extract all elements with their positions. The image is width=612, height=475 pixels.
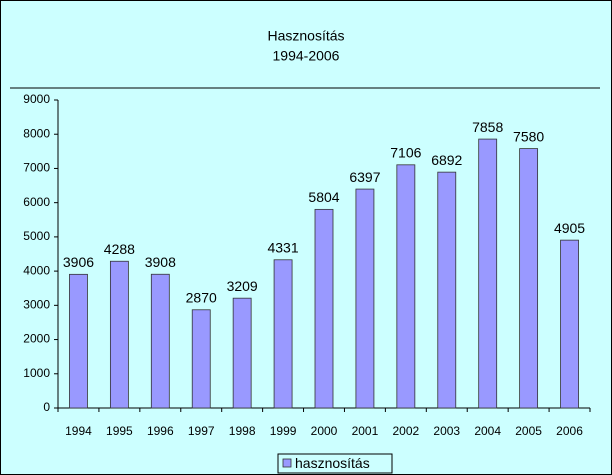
x-tick-label: 1999 [270,424,297,438]
y-tick-label: 5000 [23,229,50,243]
bar [69,273,88,409]
bar [396,164,416,409]
legend-label: hasznosítás [295,455,370,471]
x-tick-label: 2001 [352,424,379,438]
data-label: 5804 [308,189,339,205]
bar [355,188,375,409]
data-label: 3906 [63,254,94,270]
x-tick-label: 1998 [229,424,256,438]
y-tick-label: 6000 [23,195,50,209]
data-label: 7580 [513,128,544,144]
y-tick-label: 4000 [23,263,50,277]
data-label: 7106 [390,145,421,161]
bar [519,148,539,409]
bar [314,208,334,409]
bar [150,273,170,409]
bar [191,309,211,409]
data-label: 3908 [145,254,176,270]
y-tick-label: 7000 [23,161,50,175]
y-tick-label: 2000 [23,332,50,346]
data-label: 2870 [186,289,217,305]
bar [232,297,252,409]
x-tick-label: 2000 [311,424,338,438]
x-tick-label: 1997 [188,424,215,438]
data-label: 4288 [104,241,135,257]
data-label: 7858 [472,119,503,135]
bar [560,239,579,409]
bar [273,259,293,409]
x-tick-label: 2006 [556,424,583,438]
data-label: 6892 [431,152,462,168]
legend-swatch [282,458,292,468]
y-tick-label: 0 [43,400,50,414]
x-tick-label: 2004 [474,424,501,438]
y-tick-label: 8000 [23,126,50,140]
data-label: 4331 [267,239,298,255]
x-tick-label: 2003 [433,424,460,438]
x-tick-label: 2002 [392,424,419,438]
y-tick-label: 9000 [23,92,50,106]
data-label: 6397 [349,169,380,185]
y-tick-label: 1000 [23,366,50,380]
data-label: 4905 [554,220,585,236]
x-tick-label: 1996 [147,424,174,438]
chart-title: Hasznosítás [267,28,344,44]
x-tick-label: 1994 [65,424,92,438]
x-tick-label: 1995 [106,424,133,438]
bar [437,171,457,409]
chart-subtitle: 1994-2006 [273,48,340,64]
data-label: 3209 [227,278,258,294]
bar [478,138,498,409]
legend-box [277,453,393,474]
bar [109,260,129,409]
x-tick-label: 2005 [515,424,542,438]
y-tick-label: 3000 [23,298,50,312]
